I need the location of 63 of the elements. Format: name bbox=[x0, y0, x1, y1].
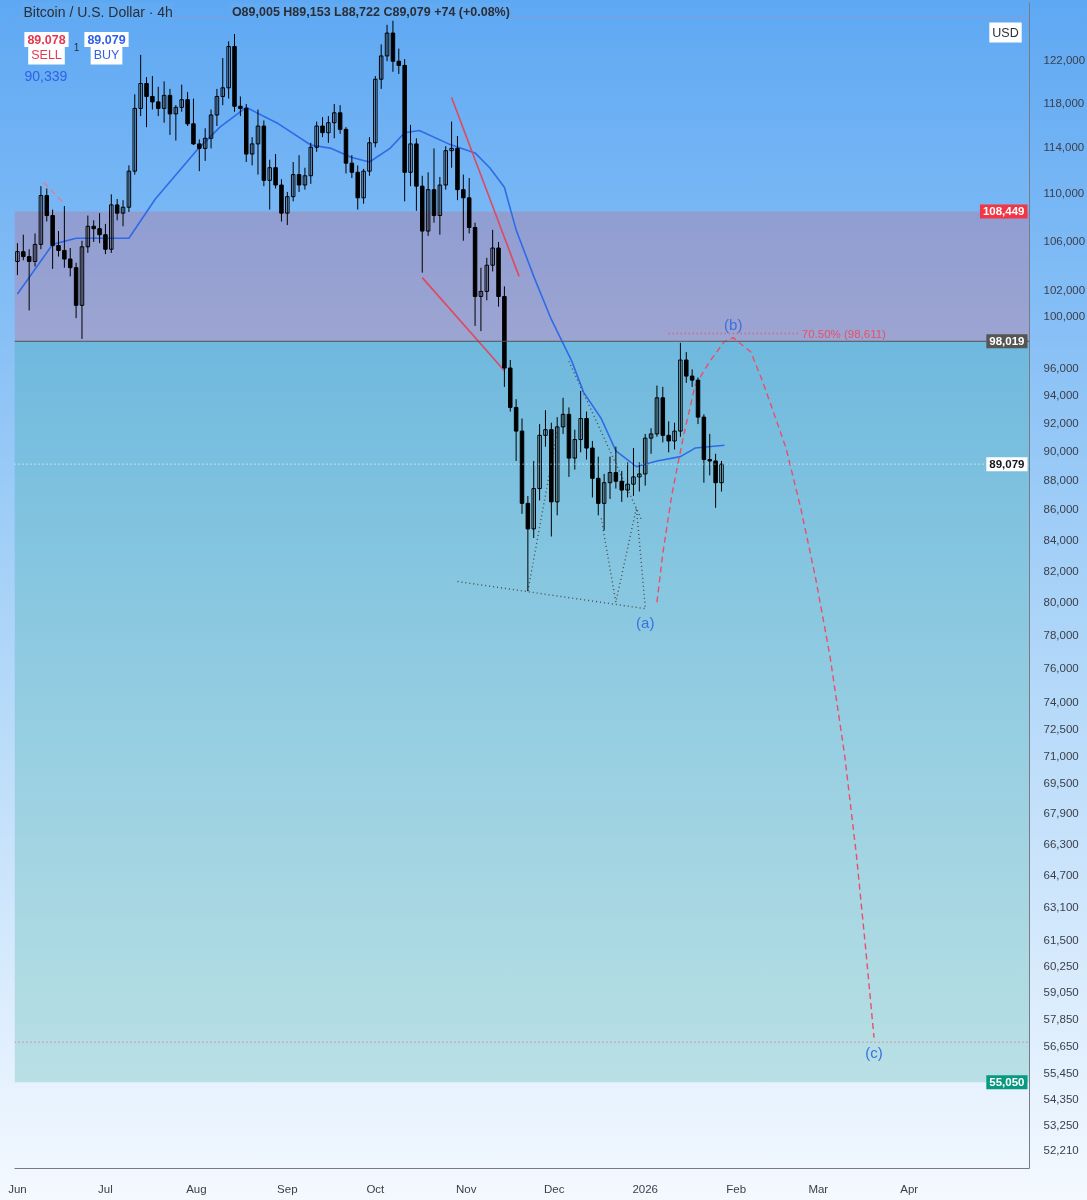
y-tick-label: 54,350 bbox=[1043, 1092, 1079, 1105]
y-tick-label: 110,000 bbox=[1043, 187, 1085, 200]
y-tick-label: 118,000 bbox=[1043, 96, 1085, 109]
annotation: 89,078 bbox=[27, 33, 66, 47]
y-tick-label: 84,000 bbox=[1043, 533, 1079, 546]
y-tick-label: 64,700 bbox=[1043, 868, 1079, 881]
annotation: 89,079 bbox=[87, 33, 126, 47]
y-tick-label: 56,650 bbox=[1043, 1039, 1079, 1052]
y-tick-label: 78,000 bbox=[1043, 628, 1079, 641]
y-tick-label: 57,850 bbox=[1043, 1012, 1079, 1025]
y-tick-label: 114,000 bbox=[1043, 141, 1085, 154]
y-tick-label: 92,000 bbox=[1043, 416, 1079, 429]
annotation: BUY bbox=[93, 47, 121, 62]
annotation: 90,339 bbox=[24, 67, 68, 84]
x-tick-label: Aug bbox=[186, 1182, 207, 1195]
annotation: USD bbox=[992, 25, 1019, 40]
y-tick-label: 63,100 bbox=[1043, 901, 1079, 914]
y-tick-label: 86,000 bbox=[1043, 503, 1079, 516]
chart-subtitle: O89,005 H89,153 L88,722 C89,079 +74 (+0.08%) bbox=[231, 4, 510, 19]
annotation: SELL bbox=[31, 47, 62, 62]
y-tick-label: 80,000 bbox=[1043, 596, 1079, 609]
y-tick-label: 53,250 bbox=[1043, 1119, 1079, 1132]
y-tick-label: 61,500 bbox=[1043, 934, 1079, 947]
y-tick-label: 74,000 bbox=[1043, 696, 1079, 709]
ref-line-label: 89,079 bbox=[989, 458, 1025, 471]
annotation: (c) bbox=[865, 1044, 883, 1062]
y-tick-label: 102,000 bbox=[1043, 284, 1086, 297]
y-tick-label: 106,000 bbox=[1043, 234, 1086, 247]
y-tick-label: 71,000 bbox=[1043, 749, 1079, 762]
y-tick-label: 69,500 bbox=[1043, 776, 1079, 789]
y-tick-label: 100,000 bbox=[1043, 309, 1086, 322]
x-tick-label: Feb bbox=[726, 1182, 747, 1195]
y-tick-label: 88,000 bbox=[1043, 473, 1079, 486]
x-tick-label: Jun bbox=[8, 1182, 27, 1195]
band-label: 55,050 bbox=[989, 1076, 1025, 1089]
x-tick-label: Nov bbox=[456, 1182, 477, 1195]
y-tick-label: 76,000 bbox=[1043, 662, 1079, 675]
x-tick-label: Jul bbox=[98, 1182, 113, 1195]
annotation: (a) bbox=[636, 613, 655, 631]
ref-line-label: 98,019 bbox=[989, 335, 1025, 348]
y-tick-label: 96,000 bbox=[1043, 362, 1079, 375]
x-tick-label: Oct bbox=[366, 1182, 386, 1195]
y-tick-label: 94,000 bbox=[1043, 389, 1079, 402]
y-tick-label: 82,000 bbox=[1043, 564, 1079, 577]
y-tick-label: 52,210 bbox=[1043, 1144, 1079, 1157]
y-tick-label: 67,900 bbox=[1043, 806, 1079, 819]
series-label: 70.50% (98,611) bbox=[801, 327, 887, 340]
y-tick-label: 72,500 bbox=[1043, 722, 1079, 735]
y-tick-label: 60,250 bbox=[1043, 960, 1079, 973]
y-tick-label: 66,300 bbox=[1043, 837, 1079, 850]
annotation: (b) bbox=[724, 316, 743, 334]
y-tick-label: 122,000 bbox=[1043, 54, 1086, 67]
x-tick-label: Sep bbox=[277, 1182, 298, 1195]
y-tick-label: 90,000 bbox=[1043, 444, 1079, 457]
band-label: 108,449 bbox=[982, 205, 1025, 218]
y-tick-label: 55,450 bbox=[1043, 1067, 1079, 1080]
x-tick-label: 2026 bbox=[632, 1182, 659, 1195]
annotation: 1 bbox=[73, 41, 80, 53]
y-tick-label: 59,050 bbox=[1043, 986, 1079, 999]
chart-title: Bitcoin / U.S. Dollar · 4h bbox=[23, 3, 173, 20]
x-tick-label: Mar bbox=[808, 1182, 829, 1195]
x-tick-label: Apr bbox=[900, 1182, 919, 1195]
x-tick-label: Dec bbox=[544, 1182, 565, 1195]
